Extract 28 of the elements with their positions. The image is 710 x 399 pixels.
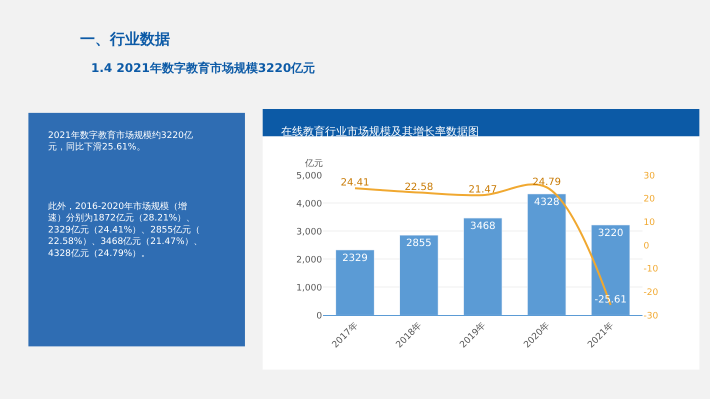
data-label: 3468 bbox=[470, 221, 496, 232]
y-tick-label: 2,000 bbox=[296, 255, 322, 266]
text: 一、行业数据 bbox=[80, 30, 170, 48]
y2-tick-label: -10 bbox=[644, 264, 659, 275]
y-tick-label: 1,000 bbox=[296, 283, 322, 294]
y2-tick-label: -30 bbox=[644, 311, 659, 322]
y-tick-label: 4,000 bbox=[296, 199, 322, 210]
y-axis-title: 亿元 bbox=[304, 158, 323, 169]
data-label: 24.41 bbox=[340, 178, 370, 189]
data-label: 4328 bbox=[534, 196, 560, 208]
y2-tick-label: -20 bbox=[644, 288, 659, 298]
y-tick-label: 0 bbox=[316, 311, 322, 322]
text: 2021年数字教育市场规模约3220亿元，同比下滑25.61%。 bbox=[48, 130, 193, 153]
chart-title: 在线教育行业市场规模及其增长率数据图 bbox=[281, 125, 479, 138]
text: 1.4 2021年数字教育市场规模3220亿元 bbox=[91, 61, 316, 75]
data-label: 2855 bbox=[406, 238, 432, 250]
text: 此外，2016-2020年市场规模（增速）分别为1872亿元（28.21%）、2329亿元（24.41%）、2855亿元（22.58%）、3468亿元（21.47%）、4328亿元（24.79%）。 bbox=[48, 201, 203, 259]
y-tick-label: 5,000 bbox=[296, 171, 322, 182]
y2-tick-label: 20 bbox=[644, 194, 656, 205]
y2-tick-label: 0 bbox=[644, 241, 650, 252]
data-label: 22.58 bbox=[404, 182, 434, 193]
data-label: 21.47 bbox=[468, 184, 498, 196]
y-tick-label: 3,000 bbox=[296, 227, 322, 238]
data-label: 3220 bbox=[598, 228, 624, 240]
y2-tick-label: 10 bbox=[644, 218, 656, 228]
data-label: 24.79 bbox=[532, 176, 562, 188]
data-label: 2329 bbox=[342, 252, 368, 264]
y2-tick-label: 30 bbox=[644, 171, 656, 182]
